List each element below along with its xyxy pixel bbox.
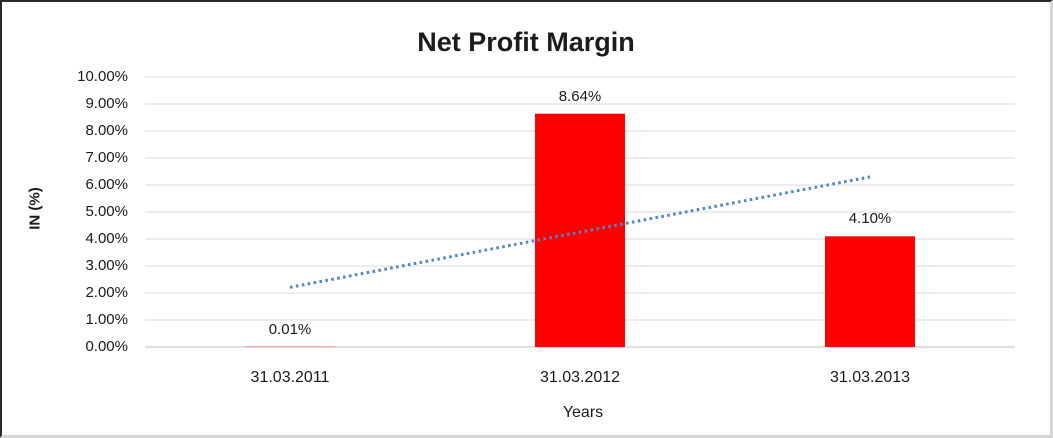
y-tick-label: 10.00% [77, 68, 128, 85]
bar-data-label: 0.01% [268, 320, 312, 338]
y-tick-label: 1.00% [85, 311, 128, 328]
y-tick-label: 0.00% [85, 338, 128, 355]
bar-data-label: 4.10% [848, 210, 892, 228]
y-tick-label: 8.00% [85, 122, 128, 139]
trendline [289, 175, 871, 289]
x-axis-title: Years [562, 404, 604, 421]
y-tick-label: 4.00% [85, 230, 128, 247]
bar-31.03.2012 [535, 113, 625, 347]
y-tick-label: 2.00% [85, 284, 128, 301]
bar-data-label: 8.64% [558, 87, 602, 105]
x-category-label: 31.03.2013 [829, 369, 911, 386]
y-tick-label: 9.00% [85, 95, 128, 112]
y-tick-label: 5.00% [85, 203, 128, 220]
y-tick-label: 7.00% [85, 149, 128, 166]
chart-title: Net Profit Margin [417, 27, 635, 57]
x-category-label: 31.03.2011 [250, 369, 330, 386]
bar-31.03.2013 [825, 236, 915, 347]
y-tick-label: 3.00% [85, 257, 128, 274]
y-tick-label: 6.00% [85, 176, 128, 193]
x-category-label: 31.03.2012 [539, 369, 621, 386]
